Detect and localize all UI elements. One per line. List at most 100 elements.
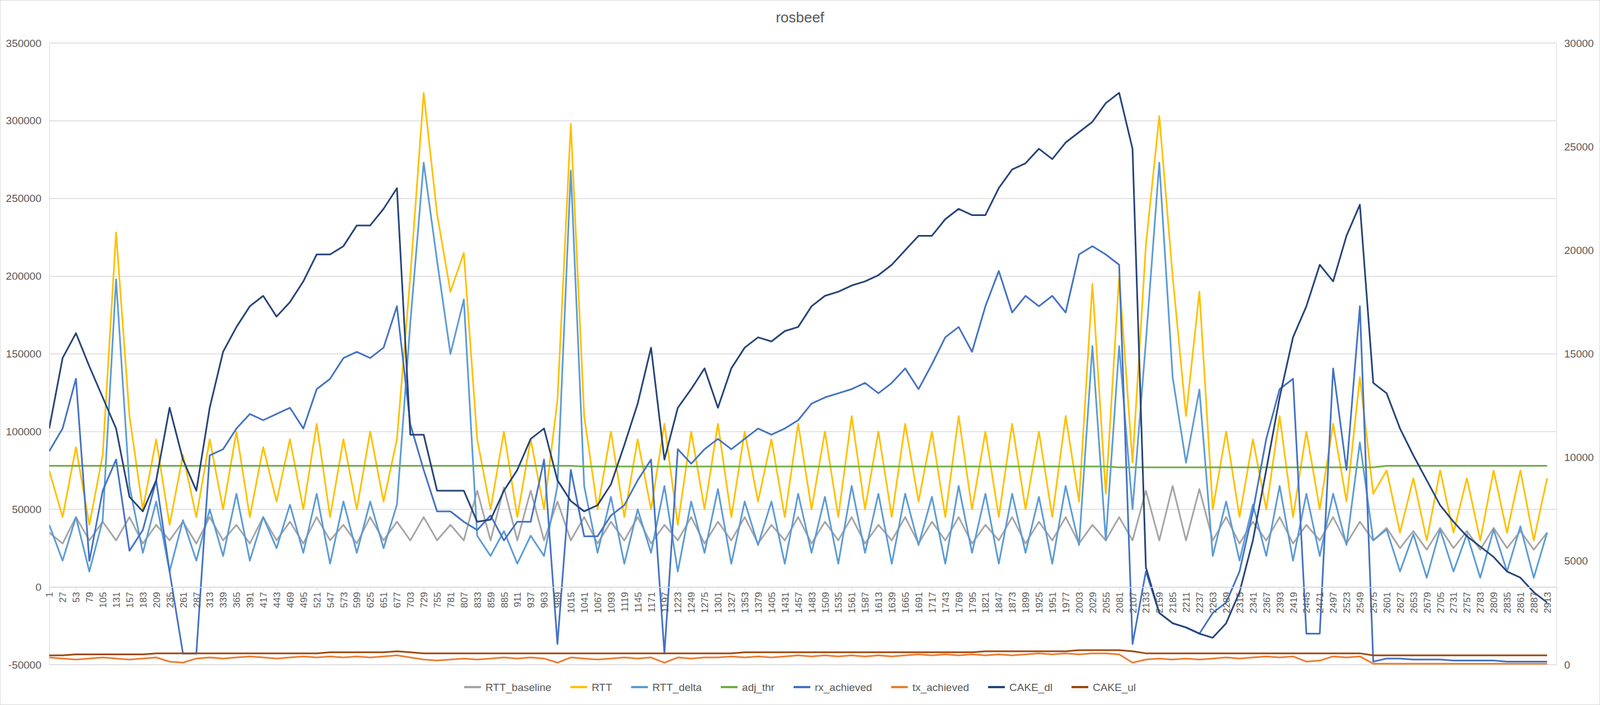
chart-container: rosbeef-50000050000100000150000200000250… — [0, 0, 1600, 705]
legend-label: CAKE_dl — [1009, 681, 1053, 694]
x-tick: 937 — [525, 586, 537, 608]
grid-line — [49, 120, 1557, 122]
x-tick-mark — [1360, 586, 1361, 591]
x-tick: 2627 — [1395, 586, 1406, 613]
x-tick-label: 1639 — [886, 591, 898, 613]
x-tick-label: 1847 — [993, 591, 1005, 613]
x-tick-mark — [102, 586, 104, 591]
x-tick-mark — [744, 586, 746, 591]
x-tick: 2913 — [1542, 586, 1554, 613]
x-tick-mark — [878, 586, 880, 591]
x-tick-label: 2289 — [1221, 591, 1233, 613]
x-tick-label: 1119 — [619, 591, 631, 612]
x-tick-label: 1535 — [833, 591, 844, 613]
legend-label: RTT_delta — [652, 681, 702, 694]
x-tick-mark — [209, 586, 211, 591]
x-tick-mark — [584, 586, 585, 591]
x-tick-mark — [1373, 586, 1375, 591]
x-tick: 1327 — [726, 586, 738, 613]
x-tick: 391 — [244, 586, 256, 608]
x-tick-mark — [1065, 586, 1067, 591]
x-tick: 339 — [218, 586, 229, 608]
x-tick: 1119 — [619, 586, 631, 612]
x-tick: 1067 — [592, 586, 604, 613]
x-tick-mark — [784, 586, 786, 591]
x-tick-label: 443 — [271, 591, 283, 608]
x-tick: 2211 — [1181, 586, 1192, 613]
x-tick: 859 — [485, 586, 497, 608]
x-tick-mark — [624, 586, 625, 591]
x-tick-mark — [570, 586, 572, 591]
x-tick-mark — [918, 586, 919, 591]
x-tick: 1613 — [873, 586, 885, 613]
grid-line — [49, 197, 1557, 200]
x-tick-mark — [811, 586, 813, 591]
legend-item: adj_thr — [720, 681, 776, 694]
x-tick: 2055 — [1101, 586, 1112, 613]
x-tick-mark — [410, 586, 412, 591]
x-tick: 2003 — [1074, 586, 1085, 613]
y-tick-label: 250000 — [6, 192, 42, 205]
x-tick-label: 157 — [124, 591, 136, 608]
y2-tick-label: 15000 — [1564, 347, 1594, 360]
x-tick: 1483 — [806, 586, 818, 613]
legend-swatch — [720, 685, 738, 688]
x-tick-label: 547 — [325, 591, 337, 608]
x-tick: 2185 — [1167, 586, 1179, 613]
x-tick: 781 — [445, 586, 457, 608]
x-tick: 2393 — [1275, 586, 1286, 613]
x-tick-label: 105 — [97, 591, 109, 608]
chart-title: rosbeef — [775, 8, 825, 26]
x-tick-label: 2887 — [1528, 591, 1540, 613]
x-tick: 1379 — [753, 586, 764, 613]
x-tick-label: 1795 — [967, 591, 979, 613]
x-tick-mark — [1546, 586, 1548, 591]
x-tick-mark — [196, 586, 197, 591]
x-tick-mark — [249, 586, 251, 591]
x-tick: 313 — [204, 586, 216, 608]
x-tick-label: 1431 — [780, 591, 791, 613]
x-tick-mark — [731, 586, 733, 591]
x-tick: 1301 — [713, 586, 724, 613]
x-tick-mark — [677, 586, 679, 591]
x-tick-mark — [450, 586, 451, 591]
x-tick: 1353 — [739, 586, 751, 613]
x-tick-label: 2393 — [1275, 591, 1286, 613]
x-tick-mark — [664, 586, 665, 591]
y2-axis-line — [1556, 43, 1557, 665]
y2-tick-label: 30000 — [1564, 37, 1594, 50]
x-tick-label: 989 — [552, 591, 564, 608]
x-tick: 2653 — [1408, 586, 1420, 613]
series-line — [49, 246, 1547, 662]
x-tick-mark — [1399, 586, 1401, 591]
x-tick-label: 677 — [392, 591, 403, 608]
x-tick: 755 — [432, 586, 443, 608]
x-tick: 209 — [151, 586, 163, 608]
x-tick-mark — [985, 586, 986, 591]
x-tick: 703 — [405, 586, 417, 608]
x-tick-label: 2367 — [1261, 591, 1273, 613]
x-tick: 27 — [57, 586, 69, 603]
x-tick-label: 1015 — [565, 591, 577, 613]
y2-tick: 5000 — [1556, 554, 1588, 567]
legend-swatch — [890, 685, 908, 688]
x-tick-label: 1457 — [793, 591, 805, 613]
y-tick-label: 50000 — [11, 503, 42, 516]
x-tick: 1821 — [980, 586, 991, 613]
x-tick: 105 — [97, 586, 109, 608]
x-tick-mark — [718, 586, 719, 591]
x-tick-mark — [370, 586, 371, 591]
x-tick-label: 963 — [539, 591, 550, 608]
x-tick-label: 2003 — [1074, 591, 1085, 613]
x-tick-mark — [610, 586, 612, 591]
y2-tick-label: 0 — [1564, 658, 1571, 671]
x-tick-label: 651 — [378, 591, 390, 608]
x-tick: 2419 — [1288, 586, 1300, 613]
x-tick-label: 885 — [499, 591, 511, 608]
legend-swatch — [570, 685, 588, 688]
y-tick: -50000 — [8, 658, 50, 671]
x-axis-line — [49, 587, 1557, 591]
x-tick-mark — [303, 586, 304, 591]
legend-swatch — [988, 685, 1005, 688]
x-tick-label: 755 — [432, 591, 443, 608]
